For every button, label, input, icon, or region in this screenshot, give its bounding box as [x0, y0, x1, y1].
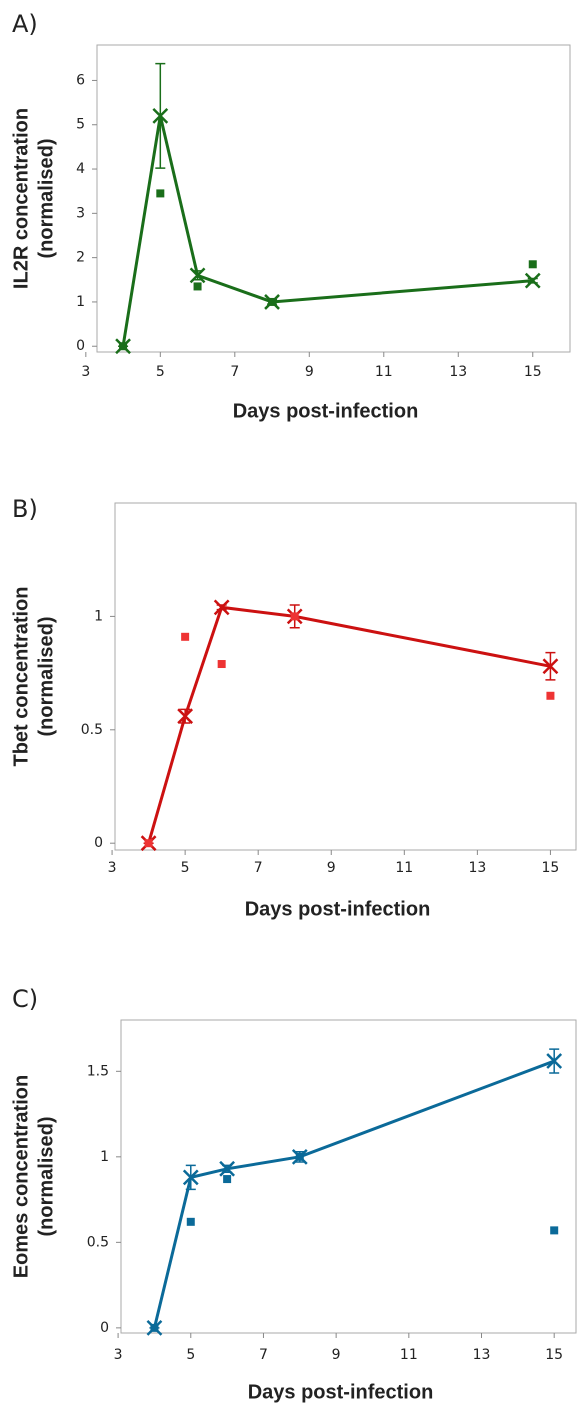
x-tick-label: 11 [375, 364, 393, 380]
y-tick-label: 1 [76, 294, 85, 310]
x-tick-label: 3 [108, 860, 117, 876]
y-tick-label: 4 [76, 161, 85, 177]
x-tick-label: 13 [473, 1347, 491, 1363]
x-marker [182, 1169, 199, 1186]
x-marker [213, 599, 230, 616]
series-line [152, 1059, 555, 1329]
x-tick-label: 3 [114, 1347, 123, 1363]
plot-frame [114, 502, 577, 851]
square-marker [268, 297, 277, 306]
panel-label: B) [12, 495, 38, 523]
x-tick-label: 11 [395, 860, 413, 876]
x-axis-label: Days post-infection [245, 898, 431, 920]
y-tick-label: 0.5 [87, 1234, 109, 1250]
x-tick-label: 11 [400, 1347, 418, 1363]
x-marker [546, 1053, 563, 1069]
x-tick-label: 7 [230, 364, 239, 380]
square-marker [546, 691, 555, 700]
x-tick-label: 15 [524, 364, 542, 380]
x-tick-label: 13 [468, 860, 486, 876]
x-axis-label: Days post-infection [233, 400, 419, 422]
x-marker [524, 272, 541, 289]
y-tick-label: 6 [76, 72, 85, 88]
square-marker [156, 189, 165, 198]
square-marker [144, 839, 153, 848]
y-tick-label: 1.5 [87, 1063, 109, 1079]
y-axis-label: (normalised) [35, 138, 57, 258]
square-marker [295, 1152, 304, 1161]
y-axis-label: IL2R concentration [10, 108, 32, 289]
x-tick-label: 5 [181, 860, 190, 876]
y-axis-label: Tbet concentration [10, 586, 32, 766]
x-marker [542, 658, 559, 675]
panel-label: A) [12, 10, 38, 38]
x-tick-label: 5 [156, 364, 165, 380]
x-marker [219, 1160, 236, 1177]
series-line [147, 605, 551, 844]
square-marker [181, 632, 190, 641]
y-tick-label: 1 [94, 608, 103, 624]
x-marker [177, 708, 194, 725]
y-tick-label: 0 [94, 835, 103, 851]
panel-label: C) [12, 985, 38, 1013]
plot-frame [96, 44, 571, 353]
x-tick-label: 3 [81, 364, 90, 380]
square-marker [217, 660, 226, 669]
y-tick-label: 2 [76, 250, 85, 266]
x-tick-label: 7 [259, 1347, 268, 1363]
x-tick-label: 15 [545, 1347, 563, 1363]
plot-frame [120, 1019, 577, 1334]
y-tick-label: 0 [76, 338, 85, 354]
x-tick-label: 15 [542, 860, 560, 876]
x-tick-label: 13 [449, 364, 467, 380]
square-marker [193, 282, 202, 291]
x-marker [189, 267, 206, 284]
x-tick-label: 9 [327, 860, 336, 876]
y-axis-label: (normalised) [35, 1116, 57, 1236]
series-line [121, 115, 533, 347]
x-marker [152, 107, 169, 124]
x-tick-label: 9 [332, 1347, 341, 1363]
x-tick-label: 9 [305, 364, 314, 380]
square-marker [119, 342, 128, 351]
y-axis-label: (normalised) [35, 616, 57, 736]
square-marker [223, 1175, 232, 1184]
y-tick-label: 3 [76, 205, 85, 221]
square-marker [528, 260, 537, 269]
square-marker [550, 1226, 559, 1235]
y-tick-label: 0.5 [81, 722, 103, 738]
square-marker [150, 1323, 159, 1332]
y-tick-label: 5 [76, 117, 85, 133]
y-tick-label: 0 [100, 1320, 109, 1336]
x-axis-label: Days post-infection [248, 1381, 434, 1403]
x-tick-label: 7 [254, 860, 263, 876]
y-axis-label: Eomes concentration [10, 1075, 32, 1278]
square-marker [290, 612, 299, 621]
square-marker [186, 1217, 195, 1226]
x-tick-label: 5 [186, 1347, 195, 1363]
y-tick-label: 1 [100, 1149, 109, 1165]
